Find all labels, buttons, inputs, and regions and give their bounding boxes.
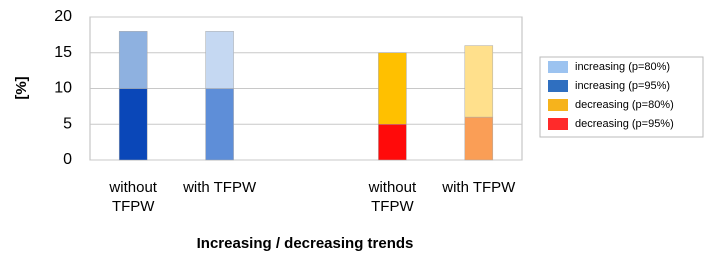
x-tick-label: with TFPW (183, 179, 257, 196)
legend-swatch (548, 99, 568, 111)
y-tick-label: 20 (54, 8, 72, 25)
y-tick-label: 5 (63, 115, 72, 132)
x-tick-label: with TFPW (442, 179, 516, 196)
y-tick-label: 0 (63, 151, 72, 168)
legend-swatch (548, 61, 568, 73)
legend-box (539, 56, 704, 138)
legend-label: decreasing (p=95%) (575, 118, 674, 130)
y-axis-title: [%] (13, 76, 30, 99)
y-tick-label: 15 (54, 44, 72, 61)
x-tick-label: without TFPW (109, 179, 157, 215)
x-tick-label: without TFPW (368, 179, 417, 215)
legend-label: decreasing (p=80%) (575, 99, 674, 111)
x-axis-title: Increasing / decreasing trends (197, 235, 414, 252)
bar-segment (464, 45, 494, 118)
bar-segment (378, 52, 407, 125)
legend-label: increasing (p=80%) (575, 61, 670, 73)
y-tick-label: 10 (54, 80, 72, 97)
legend-swatch (548, 118, 568, 130)
legend-swatch (548, 80, 568, 92)
bar-segment (205, 31, 234, 89)
legend-label: increasing (p=95%) (575, 80, 670, 92)
bar-segment (205, 88, 234, 161)
bar-segment (378, 124, 407, 161)
bar-segment (118, 31, 148, 89)
bar-segment (118, 88, 148, 161)
bar-segment (464, 116, 494, 161)
